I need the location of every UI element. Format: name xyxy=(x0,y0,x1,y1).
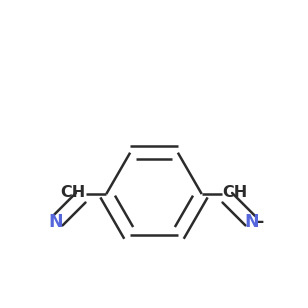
Text: CH: CH xyxy=(60,185,86,200)
Text: N: N xyxy=(49,213,63,231)
Text: -: - xyxy=(257,213,264,231)
Text: CH: CH xyxy=(222,185,248,200)
Text: N: N xyxy=(245,213,259,231)
